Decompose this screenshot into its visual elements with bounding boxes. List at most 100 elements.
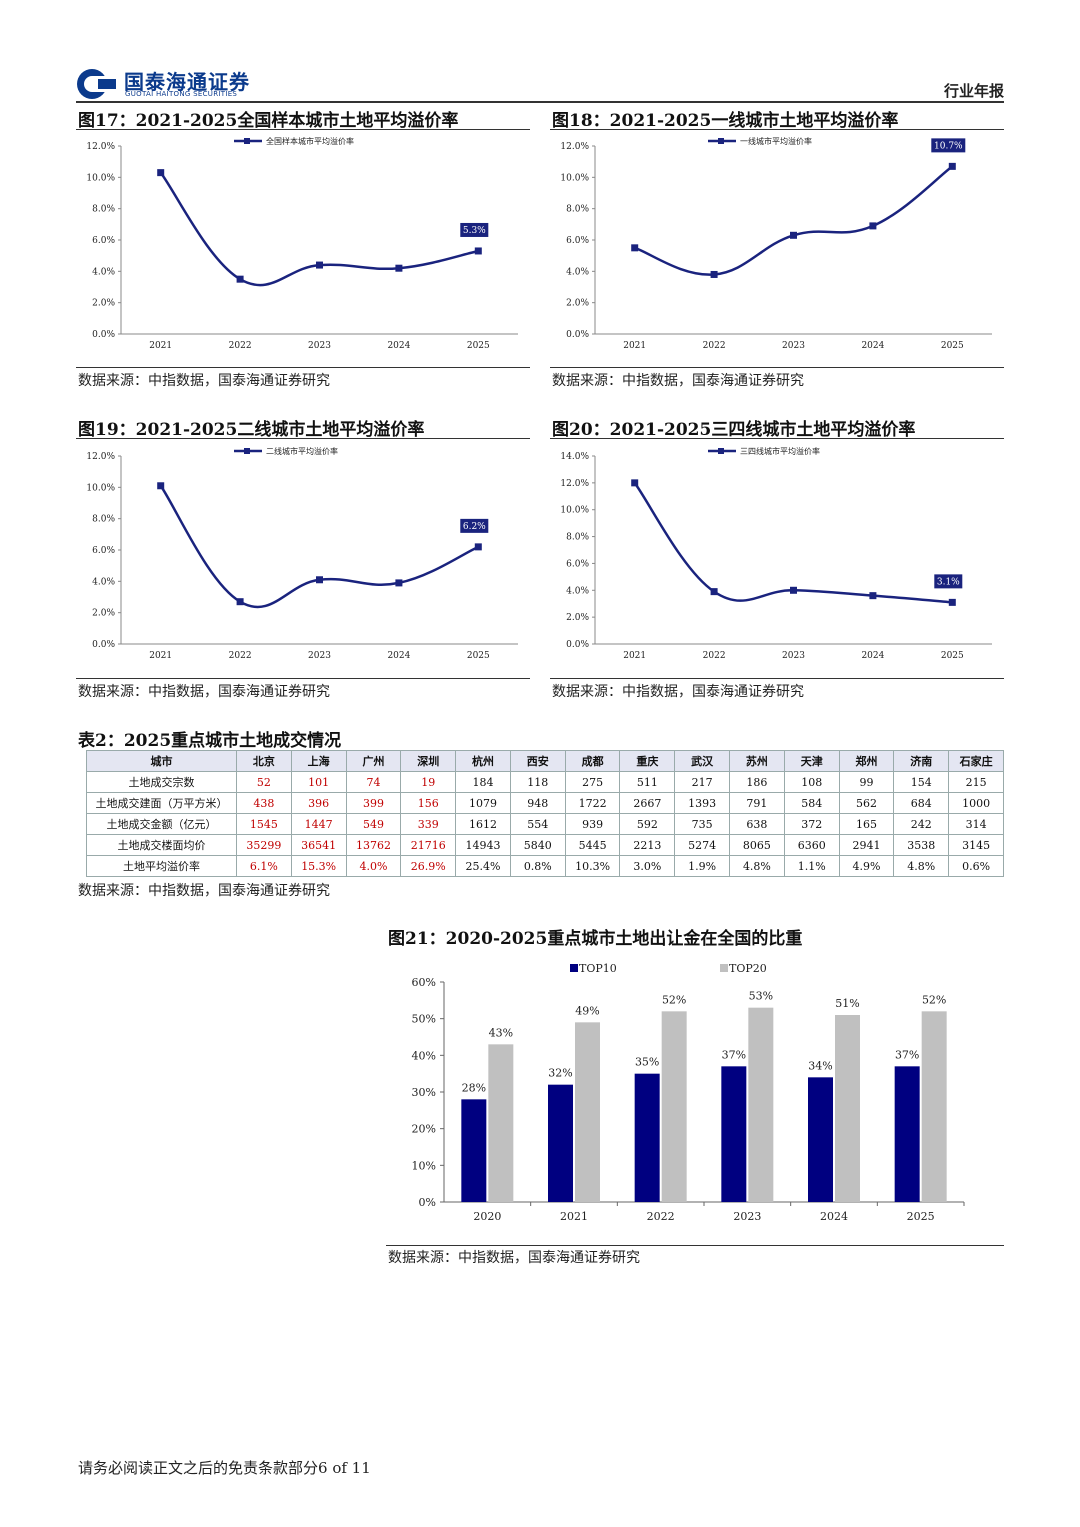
- data-point: [948, 598, 956, 606]
- fig18-chart: 0.0% 2.0% 4.0% 6.0% 8.0% 10.0% 12.0% 2021 2022 20…: [560, 136, 992, 351]
- table-cell: 0.8%: [509, 855, 566, 877]
- table-cell: 592: [619, 813, 676, 835]
- table-cell: 3.0%: [619, 855, 676, 877]
- x-tick-label: 2022: [229, 341, 252, 351]
- table-cell: 101: [290, 771, 347, 793]
- y-tick-label: 4.0%: [92, 267, 115, 277]
- data-point: [631, 244, 639, 252]
- y-tick-label: 12.0%: [560, 142, 589, 152]
- y-tick-label: 4.0%: [566, 586, 589, 596]
- table-row: 土地成交建面（万平方米） 438 396 399 156 1079 948 1722 2667 1…: [86, 792, 1004, 814]
- x-tick-label: 2025: [467, 341, 490, 351]
- data-point: [395, 264, 403, 272]
- series-line: [633, 482, 953, 604]
- table-row: 土地平均溢价率 6.1% 15.3% 4.0% 26.9% 25.4% 0.8% 10.3% 3…: [86, 855, 1004, 877]
- table-cell: 4.9%: [838, 855, 895, 877]
- bar-top10: [721, 1066, 747, 1202]
- x-tick-label: 2021: [149, 341, 172, 351]
- y-tick-label: 10.0%: [560, 173, 589, 183]
- table-cell: 4.8%: [729, 855, 785, 877]
- table-cell: 791: [729, 792, 785, 814]
- data-point: [948, 162, 956, 170]
- x-tick-label: 2023: [782, 651, 805, 661]
- table-header-cell: 西安: [509, 750, 566, 772]
- bar-top20: [835, 1015, 860, 1202]
- y-tick-label: 10.0%: [86, 173, 115, 183]
- table-cell: 1612: [455, 813, 511, 835]
- table-cell: 511: [619, 771, 676, 793]
- table-cell: 154: [893, 771, 950, 793]
- callout-label: 6.2%: [463, 522, 486, 532]
- table-cell: 3538: [893, 834, 950, 856]
- table-cell: 1.9%: [674, 855, 731, 877]
- x-tick-label: 2023: [733, 1210, 761, 1223]
- x-tick-label: 2025: [941, 341, 964, 351]
- table-cell: 1722: [564, 792, 621, 814]
- legend-label: 三四线城市平均溢价率: [740, 446, 820, 456]
- callout-box: [460, 518, 489, 533]
- fig21-chart: 0% 10% 20% 30% 40% 50% 60% 2020 28% 43% 2021 32% 49%…: [412, 962, 965, 1223]
- series-line: [159, 485, 479, 609]
- bar-data-label: 53%: [749, 990, 773, 1003]
- footer-disclaimer: 请务必阅读正文之后的免责条款部分6 of 11: [78, 1459, 371, 1477]
- bar-top10: [548, 1084, 573, 1202]
- data-point: [710, 270, 718, 278]
- x-tick-label: 2022: [647, 1210, 675, 1223]
- table-cell: 6360: [783, 834, 840, 856]
- series-line: [159, 171, 479, 287]
- table-cell: 438: [236, 792, 292, 814]
- table-cell: 554: [509, 813, 566, 835]
- y-tick-label: 8.0%: [566, 533, 589, 543]
- data-point: [316, 261, 323, 269]
- bar-top10: [634, 1073, 660, 1202]
- x-tick-label: 2025: [907, 1210, 935, 1223]
- y-tick-label: 0.0%: [566, 640, 589, 650]
- fig19-chart: 0.0% 2.0% 4.0% 6.0% 8.0% 10.0% 12.0% 2021 2022 20…: [86, 446, 518, 661]
- table-cell: 549: [345, 813, 402, 835]
- fig19-title: 图19：2021-2025二线城市土地平均溢价率: [78, 420, 425, 440]
- fig21-source-rule: [386, 1245, 1004, 1246]
- table-cell: 35299: [236, 834, 292, 856]
- table-header-cell: 杭州: [455, 750, 511, 772]
- table-cell: 52: [236, 771, 292, 793]
- y-tick-label: 0.0%: [92, 330, 115, 340]
- data-point: [631, 479, 639, 487]
- data-point: [790, 586, 797, 594]
- callout-label: 10.7%: [934, 141, 963, 151]
- y-tick-label: 2.0%: [566, 299, 589, 309]
- x-tick-label: 2021: [623, 341, 646, 351]
- table-row-header: 土地成交金额（亿元）: [86, 813, 237, 835]
- table2-source: 数据来源：中指数据，国泰海通证券研究: [78, 883, 330, 899]
- data-point: [316, 576, 323, 584]
- data-point: [869, 592, 877, 600]
- table-cell: 1079: [455, 792, 511, 814]
- table-header-cell: 石家庄: [948, 750, 1004, 772]
- data-point: [790, 231, 797, 239]
- data-point: [157, 482, 165, 490]
- bar-data-label: 34%: [808, 1059, 832, 1072]
- data-point: [710, 588, 718, 596]
- x-tick-label: 2022: [229, 651, 252, 661]
- header-rule: [76, 101, 1004, 103]
- table-cell: 1545: [236, 813, 292, 835]
- table-cell: 2941: [838, 834, 895, 856]
- table-header-cell: 广州: [345, 750, 402, 772]
- table-cell: 10.3%: [564, 855, 621, 877]
- table-cell: 184: [455, 771, 511, 793]
- table-cell: 939: [564, 813, 621, 835]
- legend-marker: [244, 448, 250, 454]
- table-row: 土地成交金额（亿元） 1545 1447 549 339 1612 554 939 592 735…: [86, 813, 1004, 835]
- y-tick-label: 4.0%: [92, 577, 115, 587]
- x-tick-label: 2021: [623, 651, 646, 661]
- bar-top10: [461, 1099, 487, 1202]
- bar-data-label: 32%: [548, 1067, 572, 1080]
- fig20-chart: 0.0% 2.0% 4.0% 6.0% 8.0% 10.0% 12.0% 14.0% 2021 2…: [560, 446, 992, 661]
- y-tick-label: 14.0%: [560, 452, 589, 462]
- fig19-source-rule: [76, 678, 530, 679]
- y-tick-label: 50%: [412, 1013, 436, 1026]
- table-cell: 5840: [509, 834, 566, 856]
- bar-top10: [894, 1066, 920, 1202]
- bar-top20: [575, 1022, 600, 1202]
- y-tick-label: 10.0%: [560, 506, 589, 516]
- callout-label: 3.1%: [937, 577, 960, 587]
